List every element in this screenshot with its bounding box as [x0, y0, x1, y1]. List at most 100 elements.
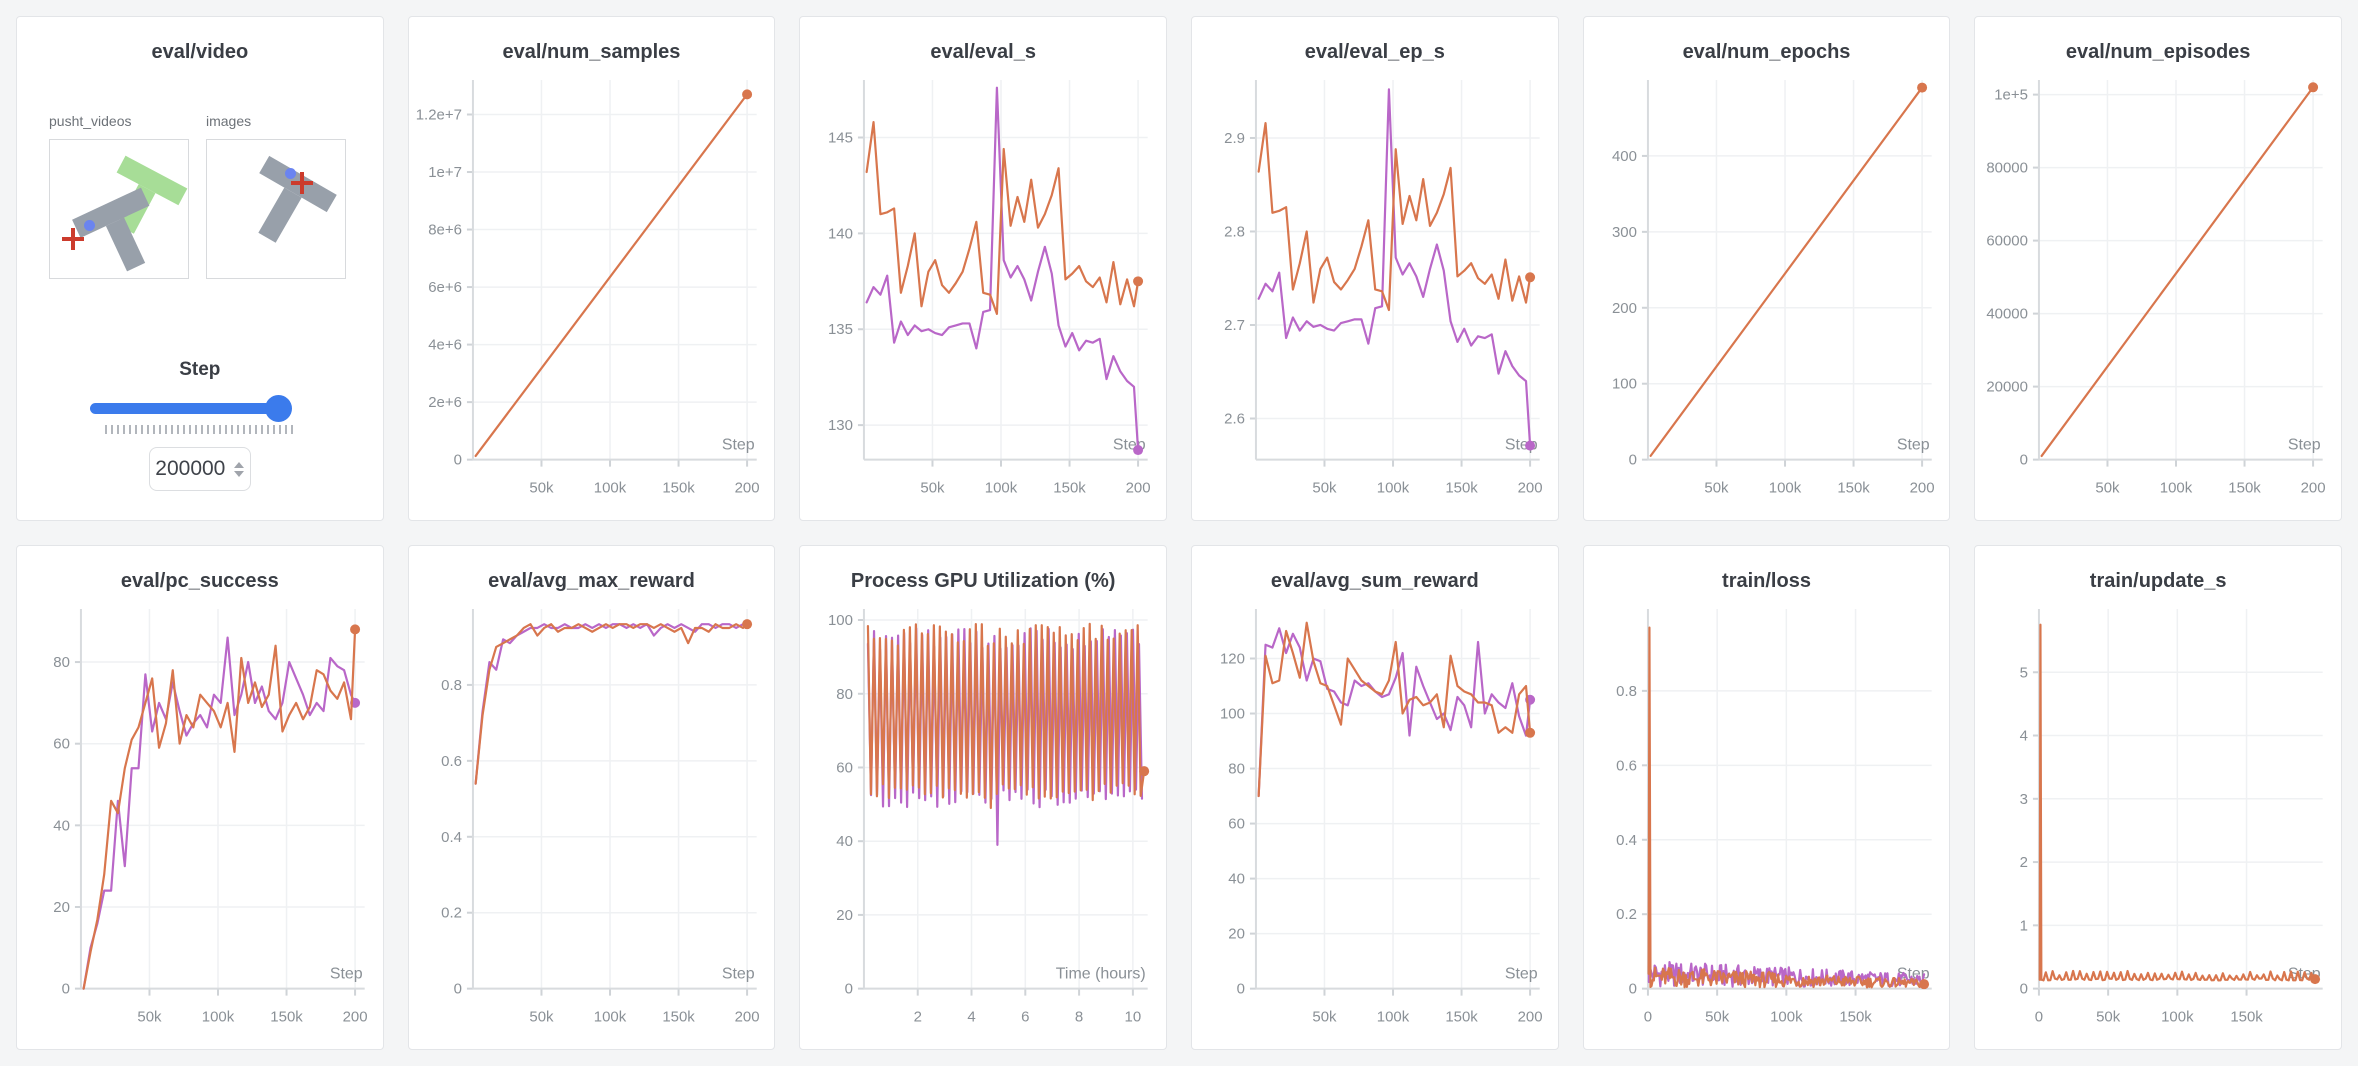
- step-slider-thumb[interactable]: [265, 395, 292, 422]
- series-line-orange: [2038, 623, 2317, 982]
- y-tick-label: 80: [837, 686, 854, 703]
- x-tick-label: 100k: [202, 1009, 235, 1026]
- series-end-dot-orange: [1133, 276, 1144, 287]
- chart-panel[interactable]: eval/num_samples 0 2e+6 4e+6 6e+6 8e+6 1e+7 1.…: [407, 16, 776, 521]
- chart-plot[interactable]: 0 20 40 60 80 50k 100k 150k 200 Step: [17, 593, 383, 1045]
- series-line-orange: [82, 628, 357, 990]
- x-tick-label: 50k: [137, 1009, 162, 1026]
- step-slider-ruler: [105, 425, 293, 434]
- series-line-purple: [1257, 88, 1532, 447]
- y-tick-label: 0.6: [1616, 757, 1637, 774]
- chart-plot[interactable]: 0 100 200 300 400 50k 100k 150k 200 Step: [1584, 64, 1950, 516]
- y-tick-label: 1e+5: [1995, 87, 2029, 104]
- x-tick-label: 100k: [593, 480, 626, 497]
- chart-panel[interactable]: Process GPU Utilization (%) 0 20 40 60 80 100…: [799, 545, 1167, 1050]
- series-end-dot-orange: [1525, 272, 1536, 283]
- media-key-label: pusht_videos: [49, 113, 132, 129]
- y-tick-label: 2e+6: [428, 394, 462, 411]
- step-slider-label: Step: [179, 359, 221, 380]
- series-line-orange: [1649, 86, 1923, 457]
- chart-panel[interactable]: eval/num_epochs 0 100 200 300 400 50k 100k 150k…: [1582, 16, 1951, 521]
- y-tick-label: 1: [2020, 917, 2028, 934]
- chart-plot[interactable]: 0 20000 40000 60000 80000 1e+5 50k 100k 150k 200 S…: [1975, 64, 2341, 516]
- x-tick-label: 100k: [1377, 1009, 1410, 1026]
- media-panel-eval-video[interactable]: eval/video pusht_videos images Step: [16, 16, 384, 521]
- y-tick-label: 100: [1612, 376, 1637, 393]
- series-line-orange: [867, 622, 1146, 810]
- chart-panel[interactable]: eval/eval_s 130 135 140 145 50k 100k 150k 200 St…: [799, 16, 1167, 521]
- y-tick-label: 3: [2020, 791, 2028, 808]
- x-axis-title: Time (hours): [1056, 966, 1146, 983]
- step-input-value: 200000: [155, 457, 226, 480]
- series-line-purple: [82, 636, 357, 990]
- media-key-label: images: [206, 113, 252, 129]
- x-tick-label: 150k: [662, 480, 695, 497]
- y-tick-label: 20: [53, 899, 70, 916]
- series-end-dot-orange: [1139, 766, 1150, 777]
- x-axis-title: Step: [2288, 437, 2321, 454]
- y-tick-label: 0: [2020, 981, 2028, 998]
- agent-dot-icon: [84, 220, 95, 231]
- chart-panel[interactable]: eval/eval_ep_s 2.6 2.7 2.8 2.9 50k 100k 150k 20…: [1190, 16, 1559, 521]
- y-tick-label: 2.9: [1224, 130, 1245, 147]
- x-tick-label: 100k: [593, 1009, 626, 1026]
- y-tick-label: 145: [828, 130, 853, 147]
- y-tick-label: 0: [453, 452, 461, 469]
- x-tick-label: 150k: [1054, 480, 1087, 497]
- y-tick-label: 0.8: [441, 677, 462, 694]
- y-tick-label: 40000: [1987, 306, 2029, 323]
- decrement-icon[interactable]: [234, 470, 245, 477]
- y-tick-label: 40: [53, 817, 70, 834]
- chart-title: train/update_s: [2089, 570, 2227, 592]
- x-tick-label: 150k: [2229, 480, 2262, 497]
- chart-title: train/loss: [1722, 570, 1811, 592]
- chart-panel[interactable]: eval/pc_success 0 20 40 60 80 50k 100k 150k 200 S…: [16, 545, 384, 1050]
- y-tick-label: 60: [837, 759, 854, 776]
- step-input[interactable]: 200000: [148, 447, 251, 491]
- chart-plot[interactable]: 0 2e+6 4e+6 6e+6 8e+6 1e+7 1.2e+7 50k 100k 150k 20…: [409, 64, 775, 516]
- chart-panel[interactable]: eval/num_episodes 0 20000 40000 60000 80000 1…: [1974, 16, 2342, 521]
- chart-panel[interactable]: eval/avg_sum_reward 0 20 40 60 80 100 120 50k 10…: [1190, 545, 1559, 1050]
- y-tick-label: 60000: [1987, 233, 2029, 250]
- step-slider-track[interactable]: [90, 403, 291, 414]
- x-tick-label: 50k: [1705, 1009, 1730, 1026]
- video-thumbnail-pusht[interactable]: [49, 139, 189, 279]
- y-tick-label: 4: [2020, 728, 2028, 745]
- y-tick-label: 0.4: [441, 829, 462, 846]
- x-axis-title: Step: [1505, 966, 1538, 983]
- chart-title: Process GPU Utilization (%): [850, 570, 1116, 592]
- chart-title: eval/avg_max_reward: [488, 570, 695, 592]
- chart-title: eval/num_episodes: [2065, 41, 2251, 63]
- chart-title: eval/pc_success: [120, 570, 279, 592]
- x-tick-label: 100k: [2161, 1009, 2194, 1026]
- increment-icon[interactable]: [234, 461, 245, 468]
- chart-plot[interactable]: 0 20 40 60 80 100 120 50k 100k 150k 200 Step: [1192, 593, 1558, 1045]
- y-tick-label: 0: [1628, 452, 1636, 469]
- x-tick-label: 2: [914, 1009, 922, 1026]
- x-tick-label: 100k: [1377, 480, 1410, 497]
- chart-panel[interactable]: eval/avg_max_reward 0 0.2 0.4 0.6 0.8 50k 100k…: [407, 545, 776, 1050]
- chart-plot[interactable]: 0 0.2 0.4 0.6 0.8 50k 100k 150k 200 Step: [409, 593, 775, 1045]
- y-tick-label: 100: [828, 612, 853, 629]
- chart-panel[interactable]: train/update_s 0 1 2 3 4 5 0 50k 100k 150k Step: [1974, 545, 2342, 1050]
- x-tick-label: 50k: [2096, 480, 2121, 497]
- chart-plot[interactable]: 0 20 40 60 80 100 2 4 6 8 10 Time (hours): [800, 593, 1166, 1045]
- series-line-orange: [1257, 621, 1532, 798]
- x-tick-label: 200: [1909, 480, 1934, 497]
- series-end-dot-orange: [741, 619, 752, 630]
- y-tick-label: 0: [2020, 452, 2028, 469]
- y-tick-label: 40: [837, 833, 854, 850]
- y-tick-label: 300: [1612, 224, 1637, 241]
- chart-panel[interactable]: train/loss 0 0.2 0.4 0.6 0.8 0 50k 100k 150k Step: [1582, 545, 1951, 1050]
- x-tick-label: 150k: [1837, 480, 1870, 497]
- image-thumbnail[interactable]: [206, 139, 346, 279]
- y-tick-label: 20000: [1987, 379, 2029, 396]
- series-end-dot-orange: [741, 89, 752, 100]
- chart-plot[interactable]: 0 0.2 0.4 0.6 0.8 0 50k 100k 150k Step: [1584, 593, 1950, 1045]
- x-tick-label: 50k: [529, 480, 554, 497]
- gray-tee-shape: [223, 152, 343, 267]
